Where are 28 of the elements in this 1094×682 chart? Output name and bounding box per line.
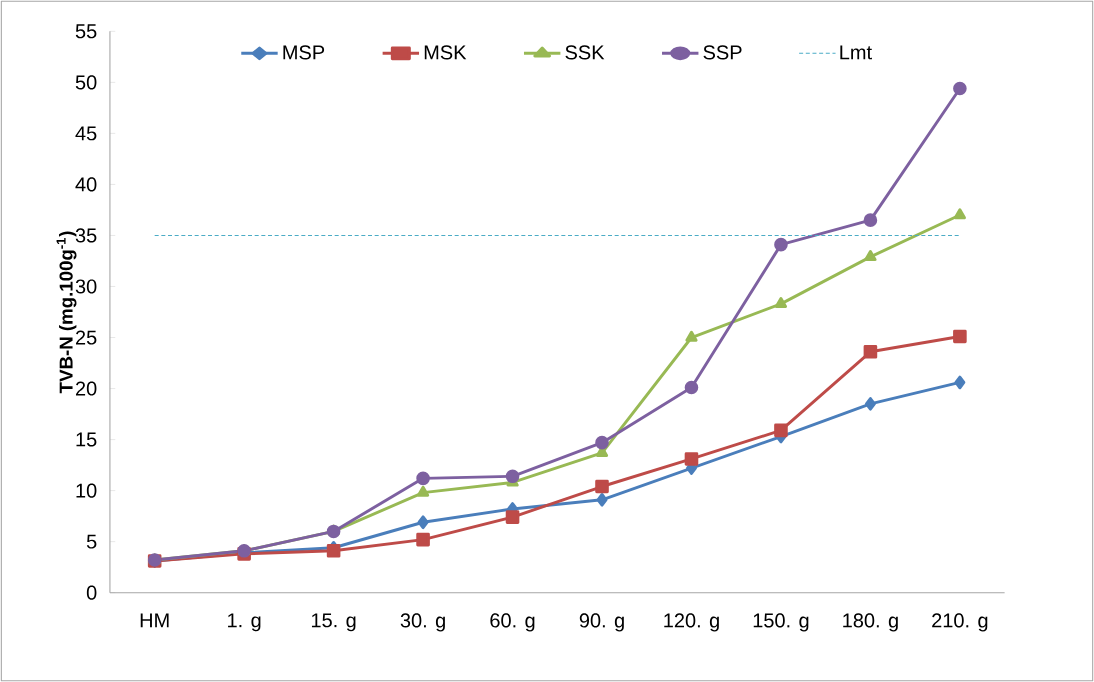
legend-label: MSK — [424, 45, 467, 60]
y-tick-label: 50 — [75, 75, 97, 90]
y-tick-label: 35 — [75, 228, 97, 243]
legend-label: MSP — [283, 45, 325, 60]
y-tick-label: 25 — [75, 330, 97, 345]
legend-label: SSK — [565, 45, 605, 60]
x-tick-label: 180. g — [843, 613, 898, 632]
y-tick-label: 15 — [76, 432, 97, 447]
y-tick-label: 10 — [76, 483, 97, 498]
y-tick-label: 55 — [75, 24, 97, 39]
x-tick-label: 30. g — [400, 613, 445, 632]
y-tick-label: 5 — [86, 534, 97, 549]
x-tick-label: HM — [140, 613, 169, 628]
y-axis-title: TVB-N (mg.100g$^{-1}$) — [56, 231, 77, 394]
y-tick-label: 30 — [75, 279, 97, 294]
legend-label: Lmt — [840, 45, 872, 60]
y-tick-label: 0 — [86, 585, 97, 600]
x-tick-label: 1. g — [228, 613, 261, 632]
x-tick-label: 60. g — [490, 613, 535, 632]
y-tick-label: 40 — [75, 177, 97, 192]
x-tick-label: 90. g — [579, 613, 624, 632]
x-tick-label: 150. g — [753, 613, 809, 632]
y-tick-label: 45 — [75, 126, 97, 141]
x-tick-label: 210. g — [932, 613, 988, 632]
x-tick-label: 15. g — [311, 613, 356, 632]
x-tick-label: 120. g — [664, 613, 719, 632]
y-tick-label: 20 — [75, 381, 97, 396]
legend-label: SSP — [703, 45, 742, 60]
